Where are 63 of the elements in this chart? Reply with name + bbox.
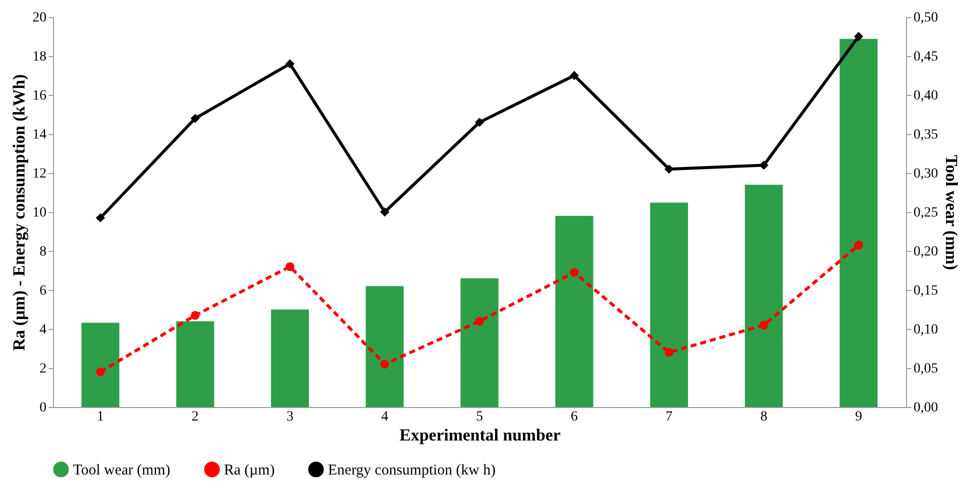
point bbox=[475, 118, 484, 127]
y2-axis-title: Tool wear (mm) bbox=[942, 154, 961, 270]
y2-tick-label: 0,50 bbox=[914, 10, 938, 26]
x-tick-label: 3 bbox=[286, 410, 294, 424]
x-tick-label: 8 bbox=[760, 410, 768, 424]
y2-tick-label: 0,15 bbox=[914, 284, 938, 298]
bar bbox=[81, 322, 120, 407]
bar bbox=[366, 286, 404, 407]
point bbox=[286, 59, 294, 68]
y2-tick-label: 0,20 bbox=[914, 244, 938, 260]
y2-tick-label: 0,25 bbox=[914, 206, 938, 220]
x-tick-label: 1 bbox=[96, 410, 104, 424]
legend-label: Energy consumption (kw h) bbox=[328, 462, 496, 478]
point bbox=[664, 348, 674, 357]
point bbox=[854, 240, 863, 250]
y-tick-label: 2 bbox=[40, 362, 46, 376]
bar bbox=[270, 310, 309, 407]
y-tick-label: 12 bbox=[32, 166, 46, 182]
x-axis-title: Experimental number bbox=[399, 426, 561, 444]
point bbox=[96, 368, 105, 376]
x-tick-label: 4 bbox=[381, 410, 388, 424]
point bbox=[286, 262, 294, 271]
bar bbox=[176, 321, 214, 407]
point bbox=[96, 213, 105, 222]
y2-tick-label: 0,05 bbox=[914, 362, 938, 376]
point bbox=[759, 320, 768, 330]
legend-label: Ra (µm) bbox=[224, 462, 275, 478]
y2-tick-label: 0,35 bbox=[914, 128, 938, 142]
y-tick-label: 14 bbox=[32, 128, 46, 142]
bar bbox=[555, 216, 594, 407]
x-tick-label: 5 bbox=[476, 410, 483, 424]
y-tick-label: 0 bbox=[40, 400, 46, 416]
point bbox=[570, 71, 579, 80]
y-tick-label: 16 bbox=[32, 88, 46, 104]
point bbox=[380, 208, 390, 216]
x-tick-label: 2 bbox=[192, 410, 199, 424]
point bbox=[570, 268, 579, 277]
y2-tick-label: 0,10 bbox=[914, 322, 938, 338]
y-tick-label: 8 bbox=[40, 244, 46, 260]
point bbox=[190, 114, 200, 123]
y-tick-label: 20 bbox=[32, 10, 46, 26]
y-tick-label: 10 bbox=[32, 206, 46, 220]
y-tick-label: 4 bbox=[40, 322, 46, 338]
x-tick-label: 9 bbox=[855, 410, 862, 424]
bar bbox=[744, 184, 783, 407]
legend-label: Tool wear (mm) bbox=[73, 462, 170, 478]
bar bbox=[650, 202, 688, 407]
point bbox=[664, 164, 674, 174]
bar bbox=[460, 278, 498, 407]
y2-tick-label: 0,00 bbox=[914, 400, 938, 416]
point bbox=[854, 32, 863, 41]
y2-tick-label: 0,45 bbox=[914, 50, 938, 64]
point bbox=[475, 316, 484, 326]
y-tick-label: 6 bbox=[40, 284, 46, 298]
point bbox=[190, 310, 200, 320]
point bbox=[380, 360, 390, 368]
bar bbox=[840, 38, 878, 407]
x-tick-label: 7 bbox=[666, 410, 673, 424]
y-tick-label: 18 bbox=[32, 50, 46, 64]
x-tick-label: 6 bbox=[570, 410, 578, 424]
y2-tick-label: 0,30 bbox=[914, 166, 938, 182]
y-axis-title: Ra (µm) - Energy consumption (kWh) bbox=[10, 74, 28, 351]
y2-tick-label: 0,40 bbox=[914, 88, 938, 104]
